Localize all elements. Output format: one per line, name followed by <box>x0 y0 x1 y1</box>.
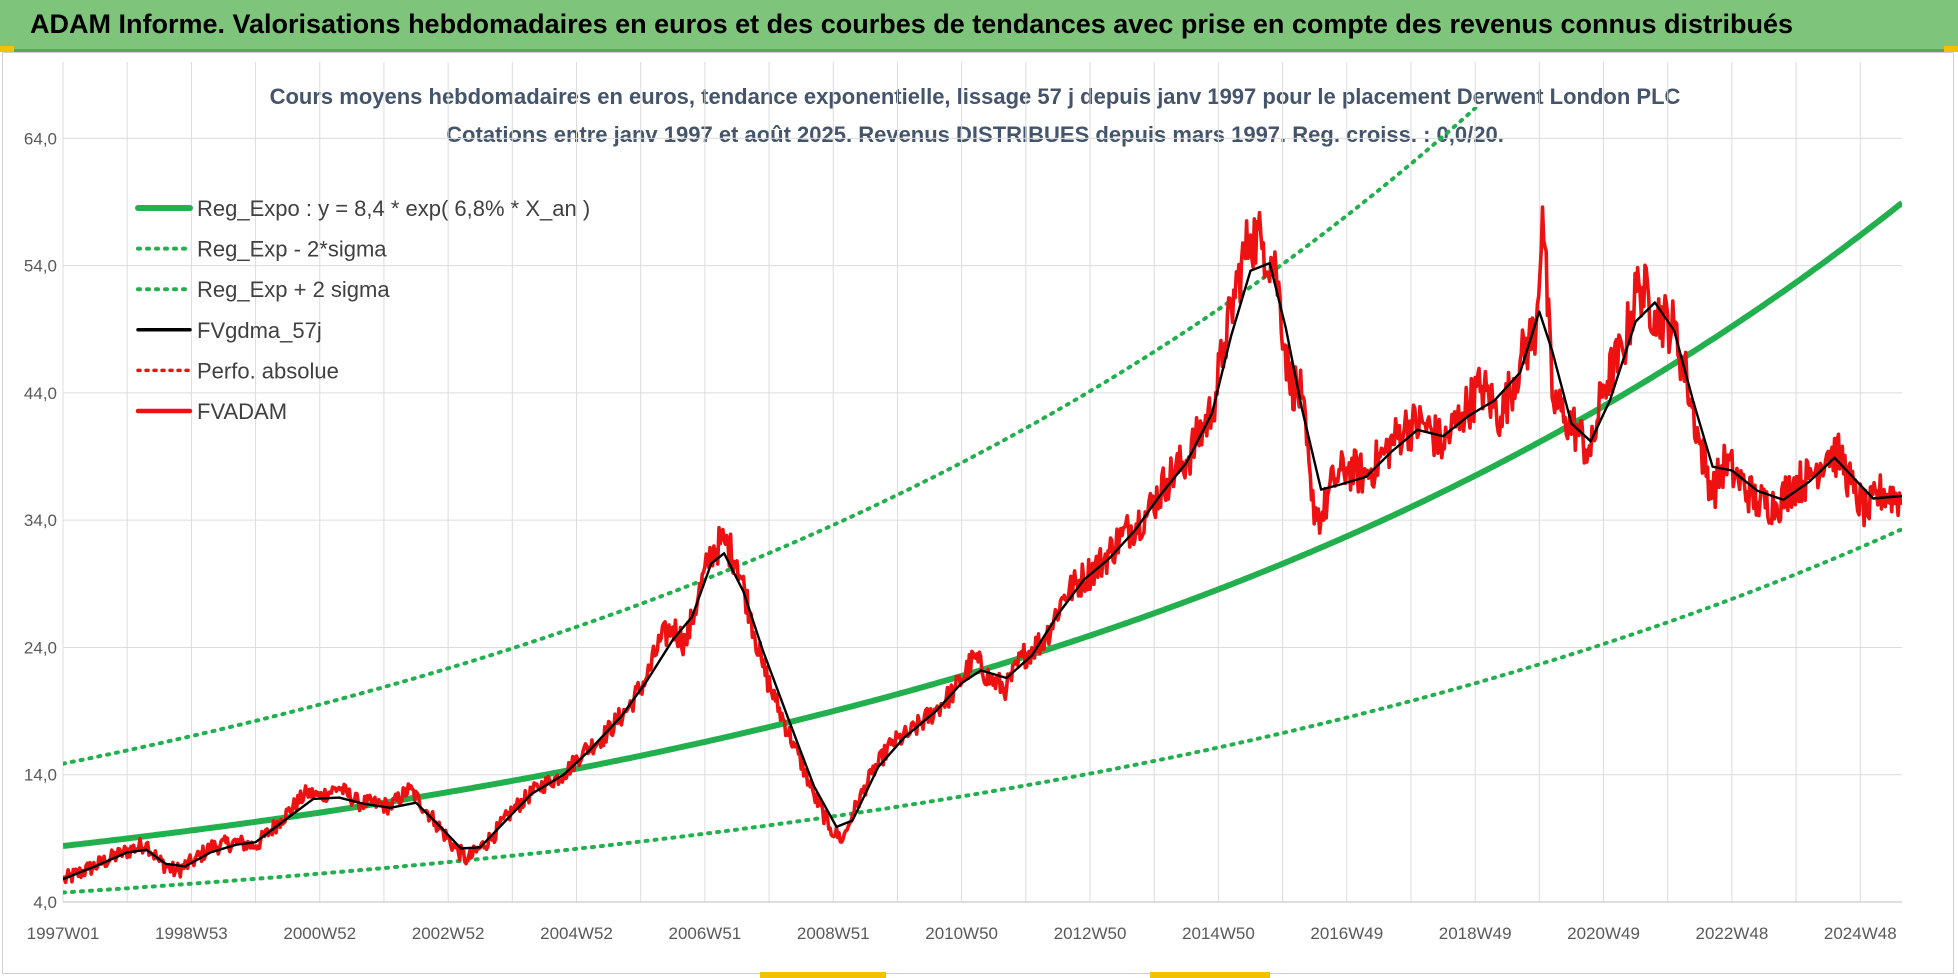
y-tick-label: 34,0 <box>24 511 57 530</box>
x-tick-label: 2002W52 <box>412 924 485 943</box>
series-fvadam <box>63 205 1902 885</box>
x-tick-label: 2020W49 <box>1567 924 1640 943</box>
x-tick-label: 2024W48 <box>1824 924 1897 943</box>
x-axis-ticks: 1997W01 1998W53 2000W52 2002W52 2004W52 2006W… <box>27 924 1897 943</box>
series-reg-exp-minus-2-sigma <box>63 527 1902 895</box>
x-tick-label: 2008W51 <box>797 924 870 943</box>
x-tick-label: 1998W53 <box>155 924 228 943</box>
x-tick-label: 2018W49 <box>1439 924 1512 943</box>
x-tick-label: 2016W49 <box>1310 924 1383 943</box>
corner-mark-right <box>1944 46 1958 52</box>
legend-label: Perfo. absolue <box>197 358 339 383</box>
x-tick-label: 2012W50 <box>1054 924 1127 943</box>
legend: Reg_Expo : y = 8,4 * exp( 6,8% * X_an ) R… <box>135 196 590 424</box>
y-tick-label: 44,0 <box>24 384 57 403</box>
legend-label: FVgdma_57j <box>197 318 322 343</box>
x-tick-label: 2022W48 <box>1696 924 1769 943</box>
legend-label: Reg_Exp + 2 sigma <box>197 277 390 302</box>
y-axis-ticks: 4,0 14,0 24,0 34,0 44,0 54,0 64,0 <box>24 129 57 912</box>
y-tick-label: 24,0 <box>24 638 57 657</box>
legend-label: Reg_Exp - 2*sigma <box>197 237 387 262</box>
x-tick-label: 2006W51 <box>668 924 741 943</box>
y-tick-label: 14,0 <box>24 766 57 785</box>
series-reg-exp-plus-2-sigma <box>63 107 1480 766</box>
y-tick-label: 54,0 <box>24 257 57 276</box>
corner-mark-left <box>0 46 14 52</box>
x-tick-label: 2014W50 <box>1182 924 1255 943</box>
x-tick-label: 2004W52 <box>540 924 613 943</box>
series-fvgdma-57j <box>63 261 1902 881</box>
x-tick-label: 2000W52 <box>283 924 356 943</box>
chart-title-line1: Cours moyens hebdomadaires en euros, ten… <box>270 84 1681 109</box>
header-bar: ADAM Informe. Valorisations hebdomadaire… <box>0 0 1958 52</box>
bottom-mark-1 <box>760 972 886 978</box>
y-tick-label: 64,0 <box>24 129 57 148</box>
series-layer <box>63 107 1902 895</box>
y-tick-label: 4,0 <box>33 893 57 912</box>
x-tick-label: 1997W01 <box>27 924 100 943</box>
legend-label: FVADAM <box>197 399 287 424</box>
legend-label: Reg_Expo : y = 8,4 * exp( 6,8% * X_an ) <box>197 196 590 221</box>
chart-title-line2: Cotations entre janv 1997 et août 2025. … <box>446 122 1504 147</box>
header-title: ADAM Informe. Valorisations hebdomadaire… <box>30 9 1794 39</box>
x-tick-label: 2010W50 <box>925 924 998 943</box>
grid <box>62 62 1902 903</box>
bottom-mark-2 <box>1150 972 1270 978</box>
chart-frame <box>2 52 1954 974</box>
